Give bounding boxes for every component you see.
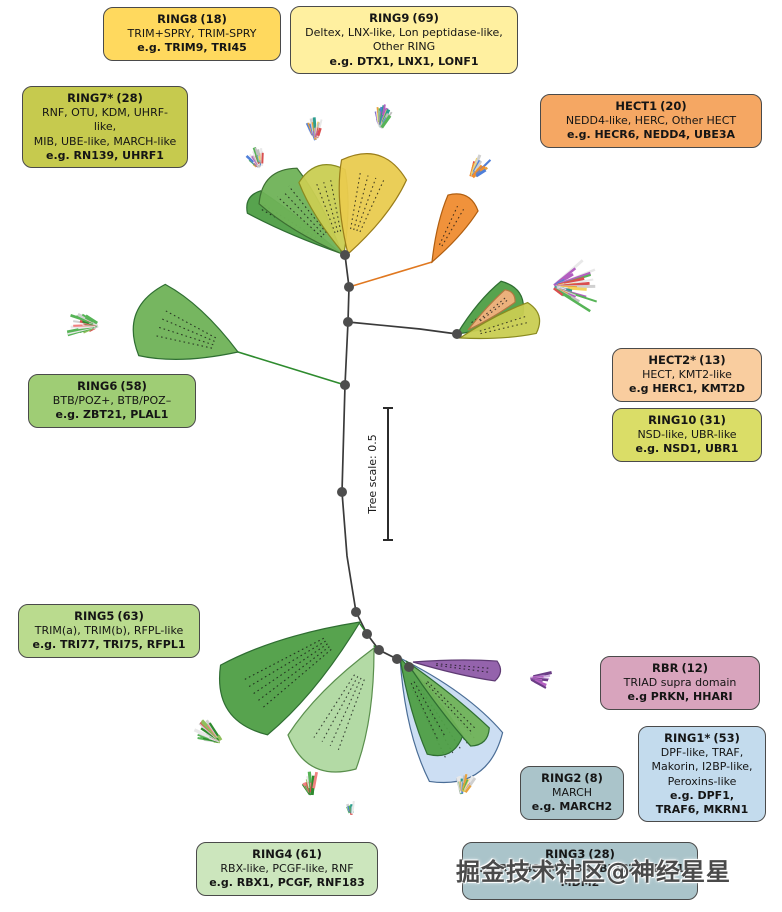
clade-families: NEDD4-like, HERC, Other HECT <box>565 113 737 127</box>
clade-title: RING9 (69) <box>369 11 439 25</box>
clade-title: RBR (12) <box>652 661 708 675</box>
clade-title: RING1* (53) <box>664 731 740 745</box>
clade-title: RING6 (58) <box>77 379 147 393</box>
clade-families: TRIAD supra domain <box>623 675 737 689</box>
clade-box-hect2: HECT2* (13) HECT, KMT2-like e.g HERC1, KM… <box>612 348 762 402</box>
clade-box-ring8: RING8 (18) TRIM+SPRY, TRIM-SPRY e.g. TRIM… <box>103 7 281 61</box>
clade-examples: e.g. RN148, MEX3A, BIRC2, NEUL1, MDM2 <box>471 861 689 890</box>
clade-title: RING8 (18) <box>157 12 227 26</box>
clade-examples: e.g HERC1, KMT2D <box>628 382 746 396</box>
clade-examples: e.g. MARCH2 <box>531 800 613 814</box>
clade-families: Peroxins-like <box>667 774 737 788</box>
clade-box-ring10: RING10 (31) NSD-like, UBR-like e.g. NSD1,… <box>612 408 762 462</box>
clade-box-ring3: RING3 (28) e.g. RN148, MEX3A, BIRC2, NEUL… <box>462 842 698 900</box>
clade-box-rbr: RBR (12) TRIAD supra domain e.g PRKN, HHA… <box>600 656 760 710</box>
clade-families: DPF-like, TRAF, <box>660 745 744 759</box>
clade-examples: e.g PRKN, HHARI <box>627 690 733 704</box>
clade-title: RING7* (28) <box>67 91 143 105</box>
clade-families: NSD-like, UBR-like <box>637 427 737 441</box>
clade-families: MARCH <box>551 785 593 799</box>
clade-box-ring1: RING1* (53) DPF-like, TRAF, Makorin, I2BP… <box>638 726 766 823</box>
clade-examples: e.g. DPF1, TRAF6, MKRN1 <box>655 788 749 817</box>
tree-scale-label: Tree scale: 0.5 <box>366 434 379 514</box>
clade-title: RING5 (63) <box>74 609 144 623</box>
clade-examples: e.g. NSD1, UBR1 <box>635 442 739 456</box>
clade-box-ring9: RING9 (69) Deltex, LNX-like, Lon peptidas… <box>290 6 518 74</box>
clade-examples: e.g. RBX1, PCGF, RNF183 <box>209 876 365 890</box>
clade-families: Makorin, I2BP-like, <box>651 760 753 774</box>
clade-families: Deltex, LNX-like, Lon peptidase-like, <box>305 25 503 39</box>
clade-title: RING4 (61) <box>252 847 322 861</box>
clade-families: BTB/POZ+, BTB/POZ– <box>52 393 172 407</box>
clade-families: TRIM(a), TRIM(b), RFPL-like <box>34 623 184 637</box>
clade-examples: e.g. RN139, UHRF1 <box>46 148 164 162</box>
clade-examples: e.g. ZBT21, PLAL1 <box>55 408 169 422</box>
clade-box-ring7: RING7* (28) RNF, OTU, KDM, UHRF-like, MIB… <box>22 86 188 169</box>
clade-examples: e.g. HECR6, NEDD4, UBE3A <box>566 128 736 142</box>
clade-box-ring6: RING6 (58) BTB/POZ+, BTB/POZ– e.g. ZBT21,… <box>28 374 196 428</box>
clade-families: MIB, UBE-like, MARCH-like <box>33 134 177 148</box>
clade-title: HECT1 (20) <box>615 99 687 113</box>
clade-examples: e.g. TRIM9, TRI45 <box>137 41 247 55</box>
clade-examples: e.g. DTX1, LNX1, LONF1 <box>329 54 479 68</box>
clade-title: HECT2* (13) <box>648 353 726 367</box>
clade-title: RING2 (8) <box>541 771 603 785</box>
clade-examples: e.g. TRI77, TRI75, RFPL1 <box>32 638 186 652</box>
clade-families: RBX-like, PCGF-like, RNF <box>220 861 354 875</box>
clade-title: RING10 (31) <box>648 413 726 427</box>
clade-box-ring5: RING5 (63) TRIM(a), TRIM(b), RFPL-like e.… <box>18 604 200 658</box>
clade-box-ring2: RING2 (8) MARCH e.g. MARCH2 <box>520 766 624 820</box>
clade-title: RING3 (28) <box>545 847 615 861</box>
clade-box-ring4: RING4 (61) RBX-like, PCGF-like, RNF e.g. … <box>196 842 378 896</box>
clade-families: HECT, KMT2-like <box>642 367 732 381</box>
clade-families: TRIM+SPRY, TRIM-SPRY <box>127 26 257 40</box>
watermark: 掘金技术社区@神经星星 <box>456 858 731 886</box>
clade-box-hect1: HECT1 (20) NEDD4-like, HERC, Other HECT e… <box>540 94 762 148</box>
clade-families: Other RING <box>372 40 436 54</box>
clade-families: RNF, OTU, KDM, UHRF-like, <box>41 105 169 134</box>
tree-scale: Tree scale: 0.5 <box>366 407 393 541</box>
